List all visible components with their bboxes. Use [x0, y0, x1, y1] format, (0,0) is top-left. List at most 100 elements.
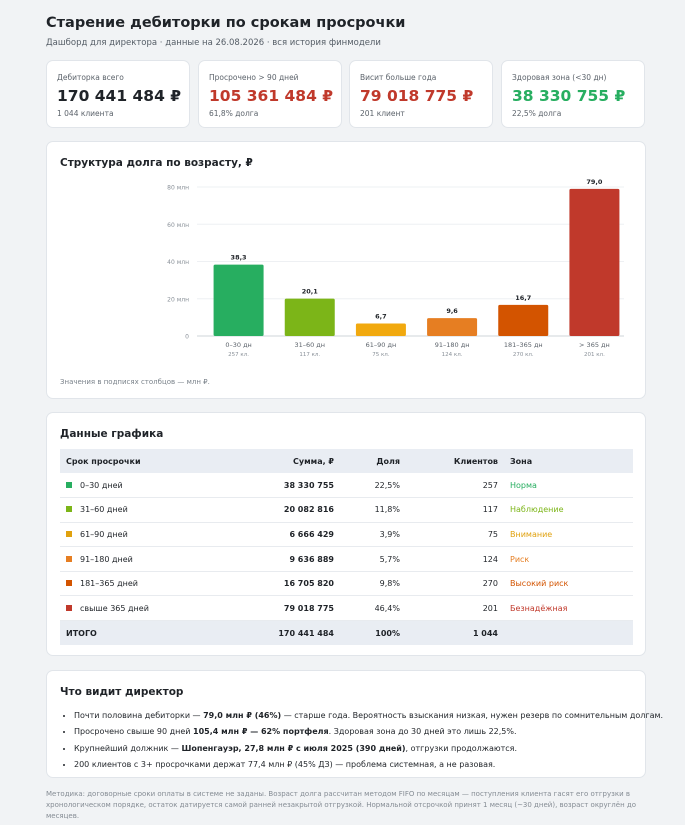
- table-row: свыше 365 дней 79 018 775 46,4% 201 Безнадёж…: [60, 595, 633, 622]
- col-header-zone: Зона: [504, 449, 633, 473]
- color-swatch: [66, 555, 72, 562]
- kpi-value: 79 018 775 ₽: [360, 87, 474, 105]
- x-tick-label: > 365 дн: [579, 341, 610, 349]
- bar-value-label: 20,1: [302, 288, 319, 296]
- total-sum: 170 441 484: [250, 620, 340, 646]
- chart-card: Структура долга по возрасту, ₽ 0 20 млн 40…: [46, 141, 646, 399]
- bar-chart: 0 20 млн 40 млн 60 млн 80 млн 38,3 0–30 дн 257 …: [167, 178, 624, 358]
- cell-sum: 38 330 755: [250, 473, 340, 499]
- cell-clients: 270: [406, 571, 504, 597]
- page-title: Старение дебиторки по срокам просрочки: [46, 15, 406, 31]
- y-tick-label: 80 млн: [167, 185, 189, 192]
- cell-zone: Риск: [504, 546, 633, 572]
- chart-title: Структура долга по возрасту, ₽: [60, 157, 253, 169]
- table-header-row: Срок просрочки Сумма, ₽ Доля Клиентов Зо…: [60, 449, 633, 473]
- x-tick-sublabel: 75 кл.: [372, 352, 390, 358]
- x-tick-label: 61–90 дн: [366, 341, 397, 349]
- insights-title: Что видит директор: [60, 686, 184, 698]
- x-tick-label: 181–365 дн: [504, 341, 543, 349]
- kpi-sub: 22,5% долга: [512, 109, 562, 118]
- cell-share: 3,9%: [340, 522, 406, 548]
- cell-clients: 257: [406, 473, 504, 499]
- insight-text: 200 клиентов с 3+ просрочками держат 77,…: [74, 759, 496, 769]
- bar-value-label: 16,7: [515, 294, 531, 302]
- kpi-card-healthy: Здоровая зона (<30 дн) 38 330 755 ₽ 22,5…: [501, 60, 645, 128]
- kpi-value: 170 441 484 ₽: [57, 87, 182, 105]
- insight-item: Крупнейший должник — Шопенгауэр, 27,8 мл…: [74, 742, 639, 758]
- cell-clients: 201: [406, 595, 504, 622]
- footer-methodology: Методика: договорные сроки оплаты в сист…: [46, 789, 646, 822]
- cell-sum: 16 705 820: [250, 571, 340, 597]
- cell-share: 46,4%: [340, 595, 406, 622]
- insight-highlight: 105,4 млн ₽ — 62% портфеля: [193, 727, 329, 737]
- bar: [213, 264, 264, 336]
- cell-zone: Внимание: [504, 522, 633, 548]
- table-row: 0–30 дней 38 330 755 22,5% 257 Норма: [60, 473, 633, 499]
- color-swatch: [66, 506, 72, 513]
- cell-share: 11,8%: [340, 497, 406, 523]
- cell-sum: 79 018 775: [250, 595, 340, 622]
- bar-value-label: 9,6: [446, 307, 458, 315]
- period-label: 61–90 дней: [80, 529, 128, 539]
- x-tick-sublabel: 201 кл.: [584, 352, 605, 358]
- insight-item: Просрочено свыше 90 дней 105,4 млн ₽ — 6…: [74, 725, 639, 741]
- chart-note: Значения в подписях столбцов — млн ₽.: [60, 378, 210, 386]
- col-header-clients: Клиентов: [406, 449, 504, 473]
- kpi-value: 105 361 484 ₽: [209, 87, 334, 105]
- x-tick-sublabel: 270 кл.: [513, 352, 534, 358]
- color-swatch: [66, 580, 72, 587]
- kpi-card-overdue-90: Просрочено > 90 дней 105 361 484 ₽ 61,8%…: [198, 60, 342, 128]
- color-swatch: [66, 530, 72, 537]
- table-row: 91–180 дней 9 636 889 5,7% 124 Риск: [60, 546, 633, 572]
- insight-text: . Здоровая зона до 30 дней это лишь 22,5…: [328, 727, 517, 737]
- cell-share: 5,7%: [340, 546, 406, 572]
- bar-value-label: 38,3: [231, 254, 247, 262]
- cell-period: 91–180 дней: [60, 546, 250, 572]
- period-label: 31–60 дней: [80, 505, 128, 515]
- cell-period: 0–30 дней: [60, 473, 250, 499]
- cell-clients: 124: [406, 546, 504, 572]
- table-row: 31–60 дней 20 082 816 11,8% 117 Наблюдение: [60, 497, 633, 523]
- total-clients: 1 044: [406, 620, 504, 646]
- insight-highlight: Шопенгауэр, 27,8 млн ₽ с июля 2025 (390 …: [181, 743, 406, 753]
- table-row: 61–90 дней 6 666 429 3,9% 75 Внимание: [60, 522, 633, 548]
- kpi-label: Дебиторка всего: [57, 73, 124, 82]
- kpi-value: 38 330 755 ₽: [512, 87, 626, 105]
- bar-value-label: 79,0: [586, 178, 603, 186]
- insight-text: — старше года. Вероятность взыскания низ…: [281, 711, 664, 720]
- insights-card: Что видит директор Почти половина дебито…: [46, 670, 663, 778]
- kpi-sub: 61,8% долга: [209, 109, 259, 118]
- cell-period: 181–365 дней: [60, 571, 250, 597]
- col-header-sum: Сумма, ₽: [250, 449, 340, 473]
- insight-item: 200 клиентов с 3+ просрочками держат 77,…: [74, 758, 639, 774]
- col-header-share: Доля: [340, 449, 406, 473]
- cell-sum: 9 636 889: [250, 546, 340, 572]
- cell-zone: Высокий риск: [504, 571, 633, 597]
- cell-period: 61–90 дней: [60, 522, 250, 548]
- kpi-label: Просрочено > 90 дней: [209, 73, 299, 82]
- kpi-sub: 201 клиент: [360, 109, 405, 118]
- cell-zone: Безнадёжная: [504, 595, 633, 622]
- cell-period: 31–60 дней: [60, 497, 250, 523]
- insight-text: Почти половина дебиторки —: [74, 711, 204, 720]
- y-tick-label: 40 млн: [167, 259, 189, 266]
- table-card: Данные графика Срок просрочки Сумма, ₽ Д…: [46, 412, 646, 656]
- kpi-card-over-year: Висит больше года 79 018 775 ₽ 201 клиен…: [349, 60, 493, 128]
- kpi-card-total: Дебиторка всего 170 441 484 ₽ 1 044 клие…: [46, 60, 190, 128]
- period-label: 181–365 дней: [80, 579, 138, 589]
- total-zone: [504, 620, 633, 646]
- color-swatch: [66, 604, 72, 611]
- bar: [355, 323, 406, 336]
- bar: [284, 298, 335, 336]
- y-tick-label: 60 млн: [167, 222, 189, 229]
- insight-text: Просрочено свыше 90 дней: [74, 727, 194, 737]
- cell-share: 9,8%: [340, 571, 406, 597]
- total-share: 100%: [340, 620, 406, 646]
- cell-zone: Норма: [504, 473, 633, 499]
- insights-list: Почти половина дебиторки — 79,0 млн ₽ (4…: [74, 709, 663, 774]
- total-label: ИТОГО: [60, 620, 250, 646]
- cell-share: 22,5%: [340, 473, 406, 499]
- kpi-row: Дебиторка всего 170 441 484 ₽ 1 044 клие…: [46, 60, 646, 128]
- cell-zone: Наблюдение: [504, 497, 633, 523]
- table-total-row: ИТОГО 170 441 484 100% 1 044: [60, 620, 633, 646]
